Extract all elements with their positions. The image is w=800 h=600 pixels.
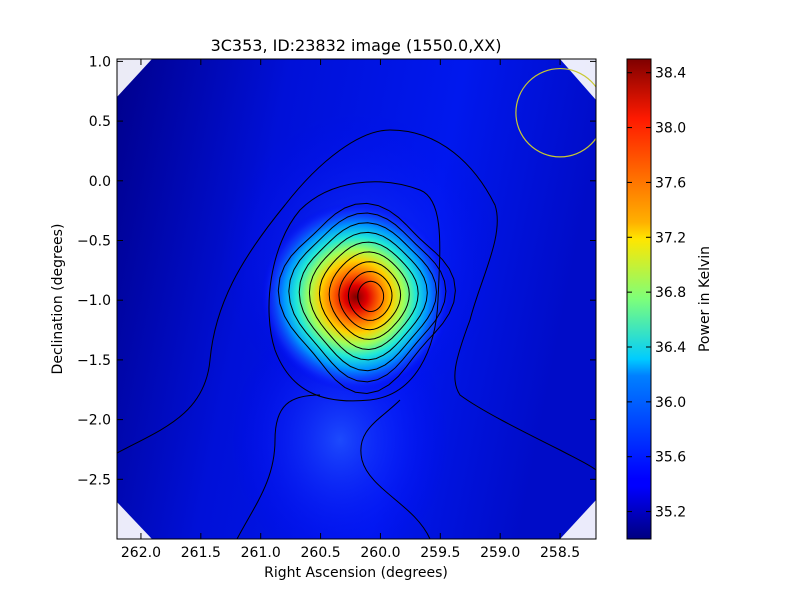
y-tick-label: −2.0 xyxy=(77,413,111,429)
contour-line xyxy=(357,280,385,313)
x-tick-label: 261.0 xyxy=(241,545,281,561)
colorbar-tick-label: 36.4 xyxy=(655,340,686,356)
colorbar-gradient xyxy=(626,58,652,540)
x-tick-label: 258.5 xyxy=(540,545,580,561)
plot-area xyxy=(117,59,596,539)
contour-line xyxy=(277,202,456,395)
colorbar-tick-label: 36.0 xyxy=(655,395,686,411)
blanked-corner-bottom-left xyxy=(117,502,152,539)
contour-line xyxy=(338,261,402,331)
contour-line xyxy=(288,212,447,383)
x-tick-label: 259.5 xyxy=(420,545,460,561)
colorbar-tick-label: 35.6 xyxy=(655,450,686,466)
y-tick-label: 0.5 xyxy=(89,114,111,130)
colorbar-tick-label: 38.4 xyxy=(655,66,686,82)
contour-line xyxy=(328,251,410,340)
blanked-corner-top-left xyxy=(117,59,152,97)
contour-line xyxy=(268,181,441,402)
chart-title: 3C353, ID:23832 image (1550.0,XX) xyxy=(211,36,502,55)
x-tick-label: 262.0 xyxy=(121,545,161,561)
x-tick-label: 260.0 xyxy=(360,545,400,561)
colorbar-tick-label: 37.6 xyxy=(655,175,686,191)
y-tick-label: −1.0 xyxy=(77,293,111,309)
colorbar-tick-label: 35.2 xyxy=(655,505,686,521)
colorbar-ticks: 35.2 35.6 36.0 36.4 36.8 37.2 37.6 38.0 38.4 xyxy=(627,66,686,521)
contour-line xyxy=(318,241,419,351)
x-axis-ticks: 262.0 261.5 261.0 260.5 260.0 259.5 259.0 258.5 xyxy=(121,59,580,561)
x-tick-label: 259.0 xyxy=(480,545,520,561)
contour-lines xyxy=(117,129,596,539)
colorbar-tick-label: 37.2 xyxy=(655,230,686,246)
blanked-corner-bottom-right xyxy=(560,500,596,539)
x-tick-label: 260.5 xyxy=(301,545,341,561)
x-axis-label: Right Ascension (degrees) xyxy=(264,565,448,581)
beam-circle xyxy=(515,67,596,158)
plot-frame xyxy=(116,58,597,540)
contour-line xyxy=(117,129,596,539)
colorbar-label: Power in Kelvin xyxy=(697,246,713,352)
colorbar-tick-label: 36.8 xyxy=(655,285,686,301)
contour-line xyxy=(298,222,438,372)
source-peak xyxy=(261,202,451,392)
y-axis-ticks: 1.0 0.5 0.0 −0.5 −1.0 −1.5 −2.0 −2.5 xyxy=(77,54,596,488)
colorbar: 35.2 35.6 36.0 36.4 36.8 37.2 37.6 38.0 38.4 Pow… xyxy=(626,58,713,540)
y-tick-label: −2.5 xyxy=(77,472,111,488)
y-tick-label: 1.0 xyxy=(89,54,111,70)
y-axis-label: Declination (degrees) xyxy=(50,224,66,375)
y-tick-label: −0.5 xyxy=(77,233,111,249)
colorbar-tick-label: 38.0 xyxy=(655,121,686,137)
contour-line xyxy=(347,270,393,321)
x-tick-label: 261.5 xyxy=(181,545,221,561)
y-tick-label: 0.0 xyxy=(89,174,111,190)
contour-line xyxy=(308,231,428,361)
y-tick-label: −1.5 xyxy=(77,353,111,369)
